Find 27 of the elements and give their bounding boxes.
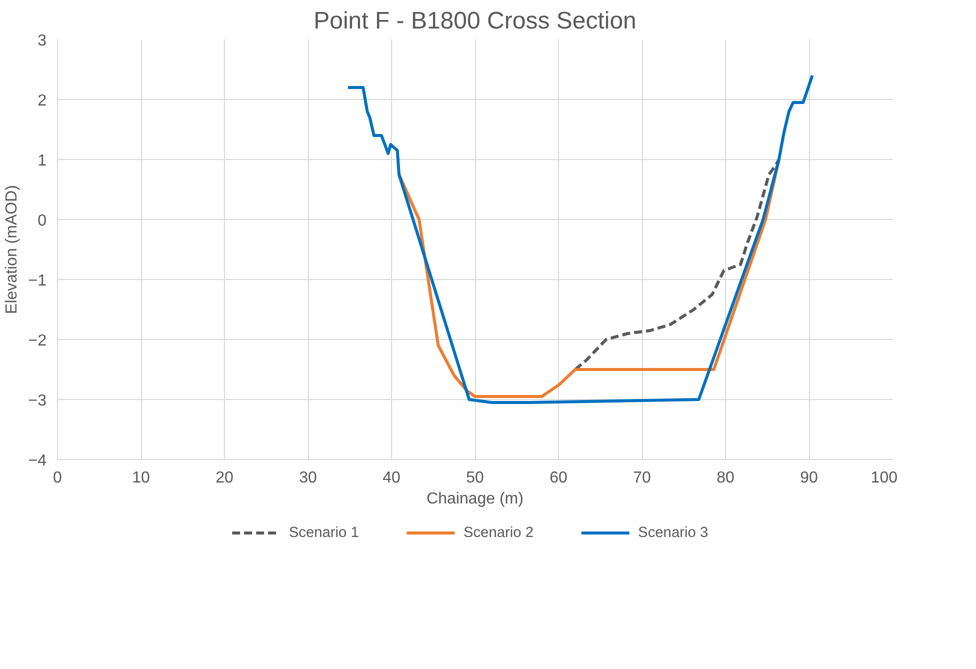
chart-title: Point F - B1800 Cross Section [314, 8, 636, 34]
legend-label: Scenario 1 [288, 525, 359, 541]
y-tick-label: 0 [38, 212, 47, 230]
y-tick-label: 3 [38, 32, 47, 50]
y-tick-label: −2 [28, 332, 47, 350]
y-tick-label: 1 [38, 152, 47, 170]
x-tick-label: 80 [716, 470, 734, 486]
x-tick-label: 50 [466, 470, 484, 486]
x-tick-label: 60 [550, 470, 568, 486]
y-tick-label: −3 [28, 392, 47, 410]
x-tick-label: 20 [216, 470, 234, 486]
x-tick-label: 100 [870, 470, 898, 486]
line-series [346, 74, 814, 404]
x-tick-label: 0 [53, 470, 62, 486]
line-series [574, 158, 780, 371]
y-tick-label: −1 [28, 272, 47, 290]
legend-label: Scenario 2 [463, 525, 534, 541]
x-tick-label: 90 [800, 470, 818, 486]
y-tick-label: 2 [38, 92, 47, 110]
x-tick-label: 70 [633, 470, 651, 486]
legend-label: Scenario 3 [638, 525, 708, 541]
y-axis-title: Elevation (mAOD) [3, 185, 20, 314]
x-axis-title: Chainage (m) [426, 490, 524, 508]
x-tick-label: 30 [299, 470, 317, 486]
x-tick-label: 40 [382, 470, 400, 486]
x-tick-label: 10 [132, 470, 150, 486]
y-tick-label: −4 [28, 452, 47, 470]
